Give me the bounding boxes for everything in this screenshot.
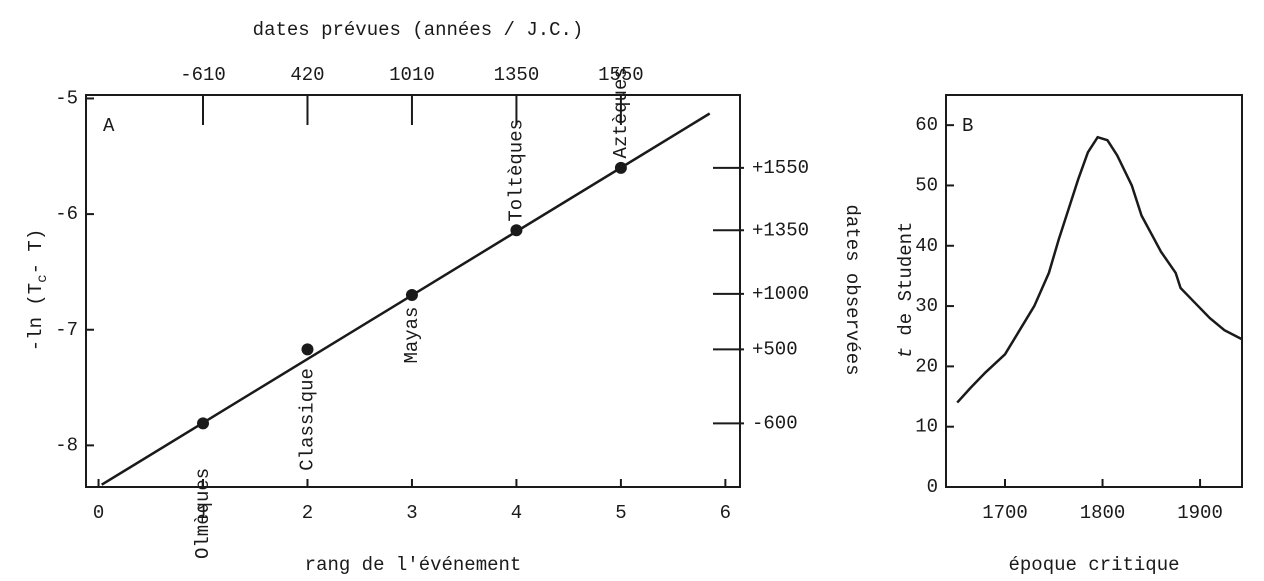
y-label-part: - T): [25, 229, 47, 275]
x-axis-label: rang de l'événement: [305, 554, 522, 576]
y2-tick-label: +1000: [752, 283, 809, 305]
x-tick-label: 5: [615, 502, 626, 524]
top-axis-title: dates prévues (années / J.C.): [253, 19, 584, 41]
x-tick-label: 6: [720, 502, 731, 524]
panel-label: A: [103, 115, 115, 137]
x2-tick-label: 1010: [389, 64, 435, 86]
y-axis-label: t de Student: [895, 222, 917, 359]
y-tick-label: 0: [927, 476, 938, 498]
panel-label: B: [962, 115, 973, 137]
x-tick-label: 4: [511, 502, 522, 524]
y-tick-label: -8: [55, 434, 78, 456]
x-tick-label: 0: [93, 502, 104, 524]
y-label-part: de Student: [895, 222, 917, 347]
y-label-part: -ln (T: [25, 283, 47, 351]
y2-tick-label: +500: [752, 338, 798, 360]
y-label-part: t: [895, 347, 917, 358]
x2-tick-label: -610: [180, 64, 226, 86]
x2-tick-label: 420: [290, 64, 324, 86]
annotation: Toltèques: [505, 119, 527, 222]
y-tick-label: 50: [915, 174, 938, 196]
y-tick-label: 40: [915, 235, 938, 257]
y2-tick-label: -600: [752, 412, 798, 434]
x-axis-label: époque critique: [1008, 554, 1179, 576]
x-tick-label: 2: [302, 502, 313, 524]
y-tick-label: -6: [55, 203, 78, 225]
y-tick-label: -7: [55, 319, 78, 341]
y-tick-label: -5: [55, 87, 78, 109]
y-tick-label: 10: [915, 416, 938, 438]
frame-a: [85, 94, 741, 488]
frame-b: [945, 94, 1243, 488]
x-tick-label: 3: [406, 502, 417, 524]
point: [405, 289, 418, 302]
y2-tick-label: +1550: [752, 157, 809, 179]
annotation: Aztèques: [610, 67, 632, 158]
point: [614, 161, 627, 174]
y-tick-label: 20: [915, 355, 938, 377]
annotation: Classique: [296, 368, 318, 471]
point: [197, 417, 210, 430]
y2-axis-label: dates observées: [841, 204, 863, 375]
x2-tick-label: 1550: [598, 64, 644, 86]
x-tick-label: 1700: [982, 502, 1028, 524]
y-axis-label: -ln (Tc- T): [25, 229, 51, 351]
point: [301, 343, 314, 356]
annotation: Mayas: [401, 307, 423, 364]
annotation: Olmèques: [192, 468, 214, 559]
x-tick-label: 1800: [1080, 502, 1126, 524]
y-label-sub: c: [35, 274, 51, 282]
curve: [956, 135, 1243, 404]
y2-tick-label: +1350: [752, 219, 809, 241]
x-tick-label: 1900: [1177, 502, 1223, 524]
x2-tick-label: 1350: [494, 64, 540, 86]
y-tick-label: 30: [915, 295, 938, 317]
y-tick-label: 60: [915, 114, 938, 136]
x-tick-label: 1: [197, 502, 208, 524]
point: [510, 224, 523, 237]
